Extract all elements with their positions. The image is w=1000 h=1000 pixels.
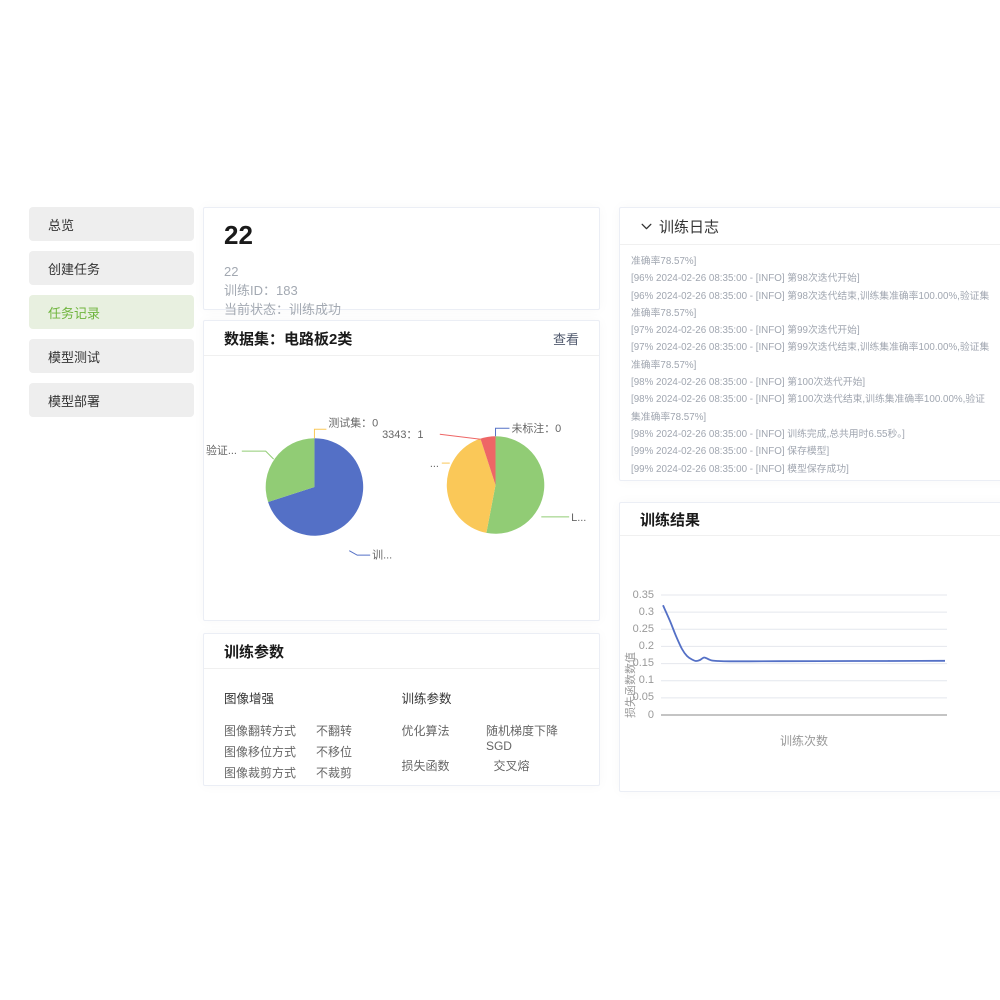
svg-text:...: ... [430,458,439,470]
svg-text:未标注：0: 未标注：0 [511,421,561,435]
svg-text:训...: 训... [372,549,392,562]
svg-text:0.3: 0.3 [639,606,654,618]
svg-text:0.1: 0.1 [639,674,654,686]
svg-text:0.2: 0.2 [639,640,654,652]
svg-text:0.35: 0.35 [633,589,654,601]
svg-text:损失函数数值: 损失函数数值 [623,652,637,718]
svg-text:L...: L... [571,512,586,524]
svg-text:测试集：0: 测试集：0 [328,415,378,429]
svg-text:0.25: 0.25 [633,623,654,635]
svg-text:3343：1: 3343：1 [382,429,423,441]
svg-text:训练次数: 训练次数 [780,733,828,748]
svg-text:0: 0 [648,709,654,721]
svg-text:验证...: 验证... [206,443,237,457]
